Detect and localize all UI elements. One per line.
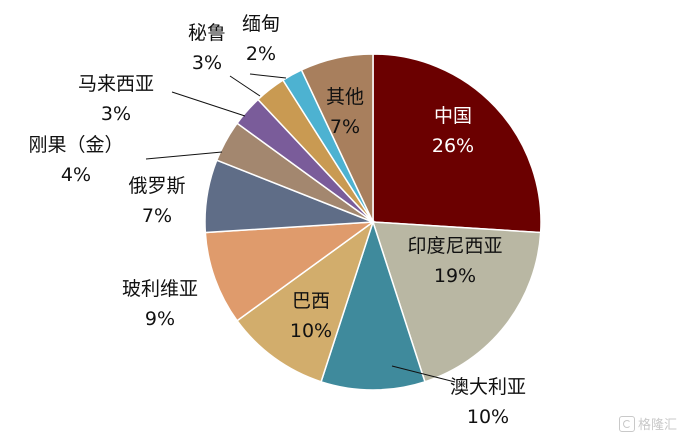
pie-slice-11 [300,53,374,223]
slice-label-6: 俄罗斯 [128,175,185,197]
watermark-text: 格隆汇 [637,418,677,433]
slice-value-3: 10% [467,406,509,428]
slice-value-1: 26% [432,135,474,157]
slice-value-10: 2% [246,43,276,65]
slice-value-2: 19% [434,265,476,287]
slice-label-11: 其他 [326,86,364,108]
pie-slice-4 [236,220,375,383]
slice-value-6: 7% [142,205,172,227]
slice-label-4: 巴西 [292,290,330,312]
pie-slice-3 [320,219,426,391]
slice-label-10: 缅甸 [242,13,280,35]
slice-value-9: 3% [192,52,222,74]
slice-value-7: 4% [61,164,91,186]
pie-slices [204,53,542,391]
slice-label-2: 印度尼西亚 [407,235,502,257]
slice-label-5: 玻利维亚 [122,278,198,300]
leader-line-8 [171,91,246,117]
leader-line-10 [249,73,287,79]
watermark: 格隆汇 [618,414,677,433]
slice-label-3: 澳大利亚 [450,376,526,398]
slice-value-4: 10% [290,320,332,342]
slice-label-1: 中国 [434,105,472,127]
slice-label-8: 马来西亚 [78,73,154,95]
slice-label-7: 刚果（金） [28,134,123,156]
slice-value-5: 9% [145,308,175,330]
leader-line-9 [229,75,261,97]
slice-value-11: 7% [330,116,360,138]
slice-label-9: 秘鲁 [188,22,226,44]
leader-line-7 [145,151,223,160]
pie-slice-1 [372,53,542,234]
leader-line-3 [391,365,456,383]
slice-value-8: 3% [101,103,131,125]
leader-lines [145,73,456,383]
pie-slice-5 [204,221,376,322]
watermark-logo-icon [618,415,635,432]
pie-slice-2 [371,221,542,383]
slice-labels: 中国 26% 印度尼西亚 19% 澳大利亚 10% 巴西 10% 玻利维亚 9% 俄罗斯 7% 刚果（金… [28,13,526,428]
